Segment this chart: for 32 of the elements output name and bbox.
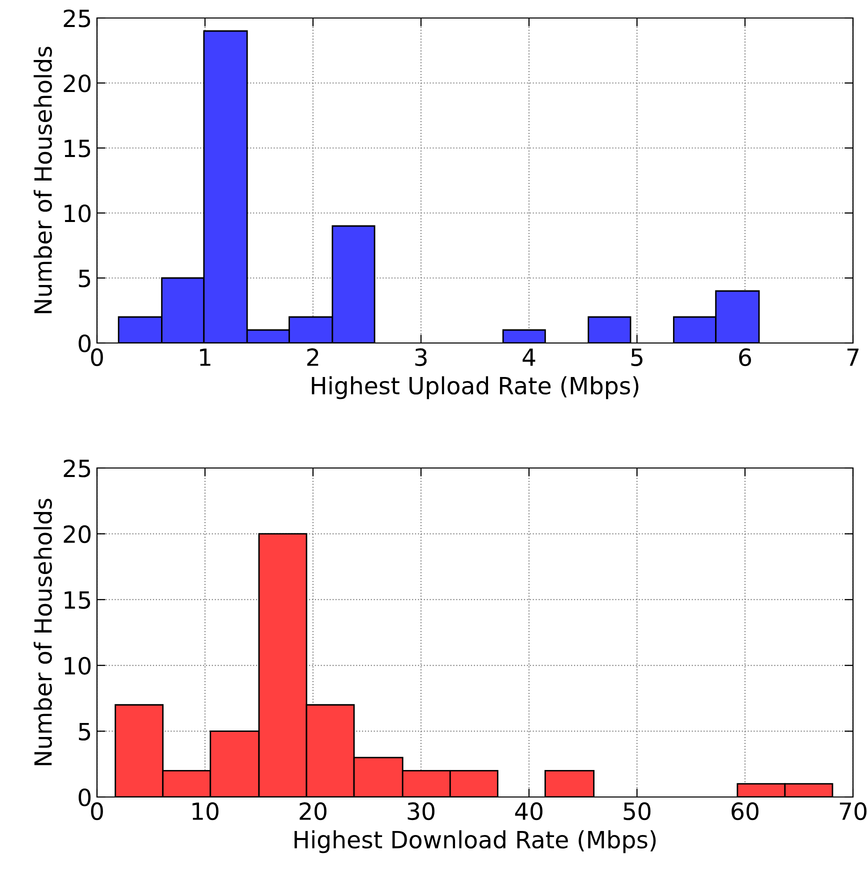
x-tick-label: 3	[415, 348, 427, 366]
y-tick-label: 15	[64, 140, 90, 158]
x-tick-label: 40	[515, 802, 542, 820]
y-tick-label: 25	[64, 459, 90, 478]
x-axis-title: Highest Download Rate (Mbps)	[294, 830, 656, 854]
x-tick-label: 60	[732, 802, 758, 820]
x-tick-label: 5	[631, 348, 642, 366]
y-axis-title: Number of Households	[34, 46, 52, 314]
x-tick-label: 1	[200, 348, 210, 366]
y-axis-title: Number of Households	[34, 498, 52, 766]
x-tick-label: 30	[408, 802, 434, 820]
x-tick-label: 2	[307, 348, 318, 366]
y-tick-label: 20	[64, 525, 91, 544]
y-tick-label: 0	[78, 334, 91, 352]
x-tick-label: 7	[847, 348, 858, 366]
x-tick-label: 10	[192, 802, 218, 820]
x-tick-label: 4	[522, 348, 536, 366]
y-tick-label: 5	[78, 722, 90, 741]
x-tick-label: 50	[624, 802, 650, 820]
x-tick-label: 70	[840, 802, 866, 820]
y-tick-label: 0	[78, 788, 91, 806]
x-tick-label: 0	[91, 802, 103, 820]
x-axis-title: Highest Upload Rate (Mbps)	[312, 376, 638, 400]
y-tick-label: 10	[64, 656, 91, 675]
y-tick-label: 5	[78, 270, 90, 288]
y-tick-label: 25	[64, 9, 90, 28]
x-tick-label: 6	[739, 348, 752, 366]
y-tick-label: 10	[64, 204, 91, 222]
y-tick-label: 20	[64, 74, 91, 92]
y-tick-label: 15	[64, 591, 90, 609]
x-tick-label: 0	[91, 348, 103, 366]
x-tick-label: 20	[300, 802, 326, 820]
